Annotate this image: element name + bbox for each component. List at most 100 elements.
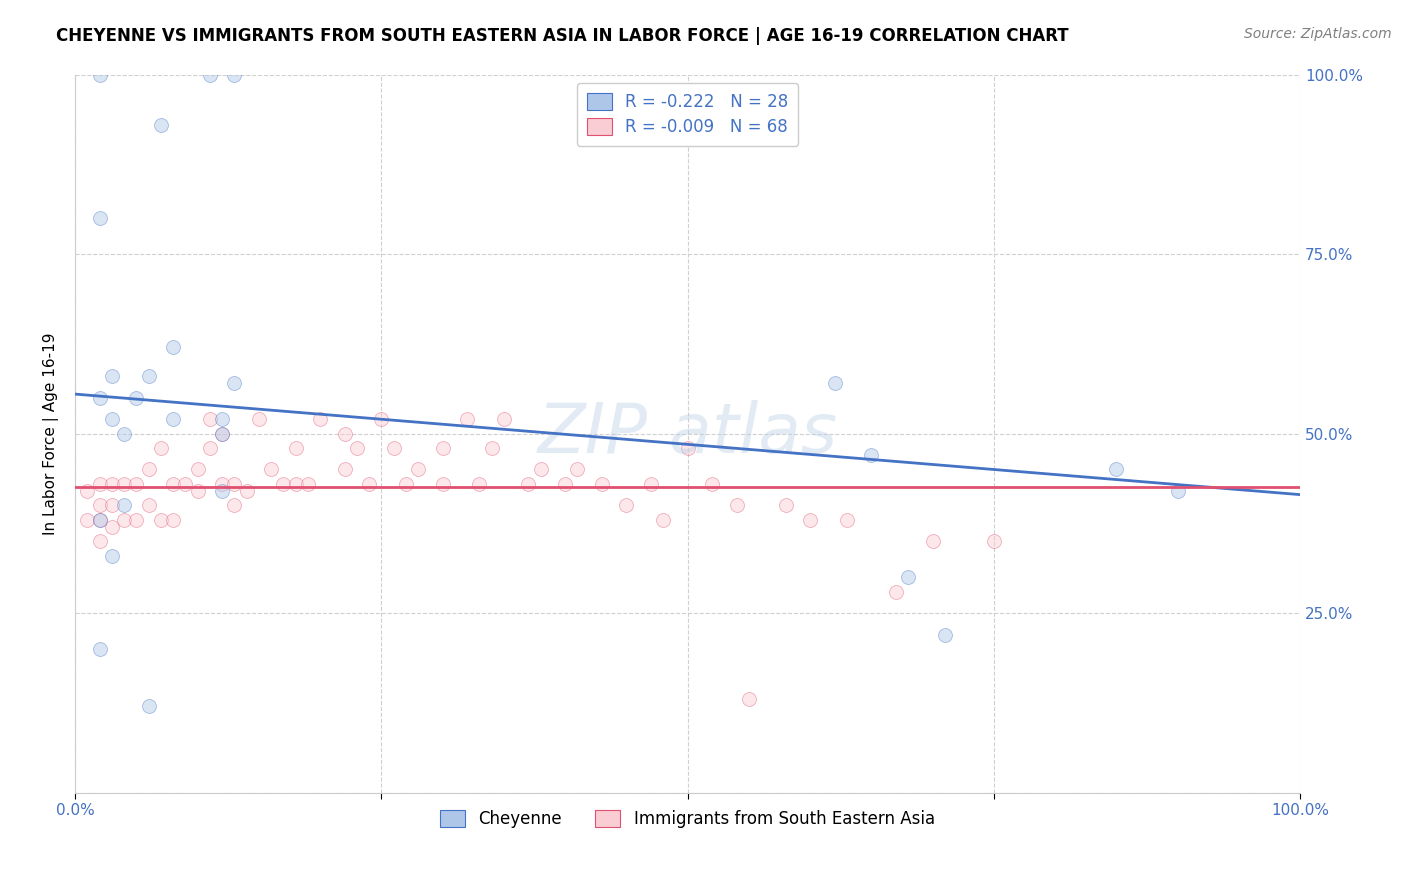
Point (273, 476, 295, 491)
Point (198, 68, 221, 82)
Point (456, 412, 478, 426)
Point (187, 462, 209, 476)
Y-axis label: In Labor Force | Age 16-19: In Labor Force | Age 16-19 (44, 333, 59, 535)
Point (224, 68, 246, 82)
Text: Source: ZipAtlas.com: Source: ZipAtlas.com (1244, 27, 1392, 41)
Point (198, 412, 221, 426)
Point (101, 549, 124, 563)
Point (112, 476, 135, 491)
Point (309, 412, 332, 426)
Point (529, 462, 551, 476)
Point (224, 499, 246, 513)
Point (198, 441, 221, 455)
Point (211, 412, 233, 426)
Legend: Cheyenne, Immigrants from South Eastern Asia: Cheyenne, Immigrants from South Eastern … (433, 803, 942, 835)
Point (860, 448, 883, 462)
Text: ZIP atlas: ZIP atlas (537, 401, 838, 467)
Point (149, 118, 172, 132)
Point (125, 391, 148, 405)
Point (481, 441, 503, 455)
Point (149, 513, 172, 527)
Point (725, 499, 748, 513)
Point (101, 369, 124, 384)
Point (112, 499, 135, 513)
Point (224, 476, 246, 491)
Point (224, 376, 246, 391)
Point (211, 483, 233, 498)
Point (676, 441, 699, 455)
Point (370, 412, 392, 426)
Point (492, 412, 515, 426)
Point (138, 499, 160, 513)
Point (149, 441, 172, 455)
Point (211, 426, 233, 441)
Point (284, 441, 307, 455)
Point (357, 476, 380, 491)
Point (738, 692, 761, 706)
Point (406, 462, 429, 476)
Point (824, 376, 846, 391)
Point (554, 476, 576, 491)
Point (89, 499, 111, 513)
Point (775, 499, 797, 513)
Point (174, 476, 197, 491)
Point (211, 426, 233, 441)
Point (395, 476, 418, 491)
Point (567, 462, 589, 476)
Point (700, 476, 723, 491)
Point (89, 513, 111, 527)
Point (983, 534, 1005, 549)
Point (297, 476, 319, 491)
Point (76, 513, 98, 527)
Point (89, 476, 111, 491)
Point (591, 476, 613, 491)
Point (652, 513, 675, 527)
Point (640, 476, 662, 491)
Point (89, 513, 111, 527)
Point (138, 462, 160, 476)
Point (517, 476, 540, 491)
Point (1167, 483, 1189, 498)
Point (162, 340, 184, 354)
Point (235, 483, 257, 498)
Point (89, 391, 111, 405)
Point (162, 412, 184, 426)
Point (89, 642, 111, 657)
Point (897, 570, 920, 584)
Point (89, 534, 111, 549)
Point (101, 412, 124, 426)
Point (101, 499, 124, 513)
Point (921, 534, 943, 549)
Point (432, 476, 454, 491)
Point (835, 513, 858, 527)
Point (333, 462, 356, 476)
Point (799, 513, 821, 527)
Point (1105, 462, 1128, 476)
Point (884, 584, 907, 599)
Point (125, 513, 148, 527)
Point (614, 499, 637, 513)
Text: CHEYENNE VS IMMIGRANTS FROM SOUTH EASTERN ASIA IN LABOR FORCE | AGE 16-19 CORREL: CHEYENNE VS IMMIGRANTS FROM SOUTH EASTER… (56, 27, 1069, 45)
Point (346, 441, 368, 455)
Point (382, 441, 405, 455)
Point (89, 68, 111, 82)
Point (112, 426, 135, 441)
Point (211, 476, 233, 491)
Point (101, 520, 124, 534)
Point (76, 483, 98, 498)
Point (187, 483, 209, 498)
Point (468, 476, 491, 491)
Point (247, 412, 270, 426)
Point (162, 476, 184, 491)
Point (333, 426, 356, 441)
Point (260, 462, 283, 476)
Point (162, 513, 184, 527)
Point (138, 699, 160, 714)
Point (112, 513, 135, 527)
Point (934, 628, 956, 642)
Point (138, 369, 160, 384)
Point (125, 476, 148, 491)
Point (284, 476, 307, 491)
Point (101, 476, 124, 491)
Point (89, 211, 111, 226)
